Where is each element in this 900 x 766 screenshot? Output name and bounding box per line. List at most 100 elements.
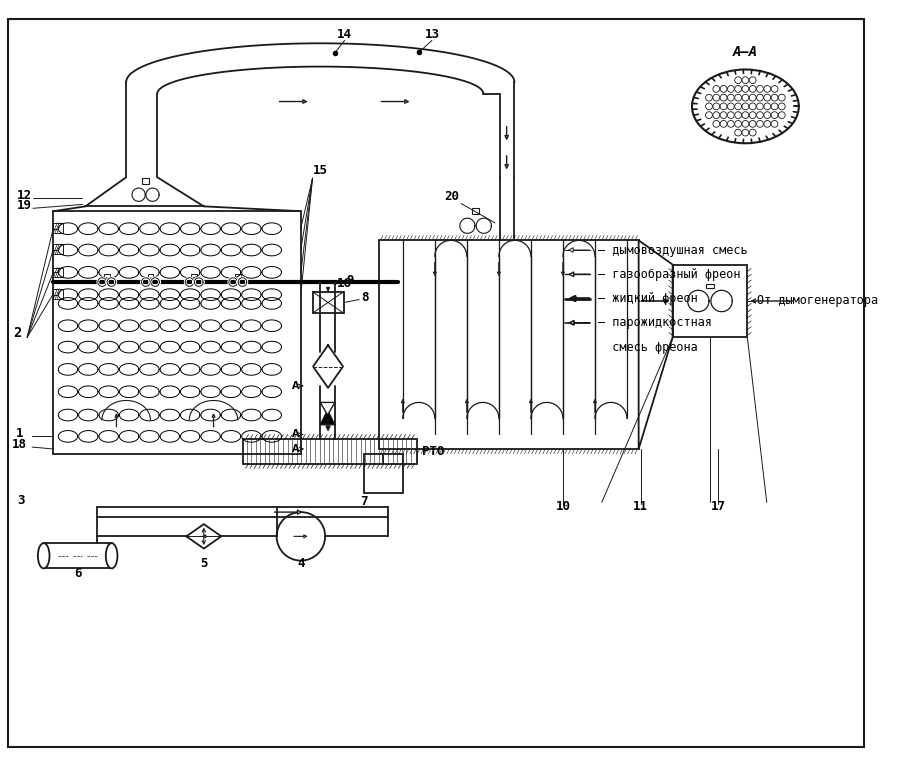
Text: — газообразный фреон: — газообразный фреон xyxy=(598,268,741,281)
Text: A–A: A–A xyxy=(733,45,758,59)
Bar xyxy=(53,223,63,233)
Text: 12: 12 xyxy=(16,188,32,201)
Bar xyxy=(243,439,418,463)
Circle shape xyxy=(778,94,785,101)
Text: 14: 14 xyxy=(338,28,352,41)
Circle shape xyxy=(750,129,756,136)
Text: — парожидкостная: — парожидкостная xyxy=(598,316,712,329)
Circle shape xyxy=(750,86,756,93)
Circle shape xyxy=(742,103,749,110)
Circle shape xyxy=(764,86,770,93)
Circle shape xyxy=(750,112,756,119)
Bar xyxy=(379,241,639,449)
Circle shape xyxy=(757,86,763,93)
Text: 20: 20 xyxy=(444,189,459,202)
Circle shape xyxy=(706,94,713,101)
Circle shape xyxy=(734,86,742,93)
Bar xyxy=(706,283,714,288)
Text: смесь фреона: смесь фреона xyxy=(598,341,698,354)
Text: 8: 8 xyxy=(361,290,369,303)
Circle shape xyxy=(750,103,756,110)
Circle shape xyxy=(706,103,713,110)
Circle shape xyxy=(742,129,749,136)
Bar xyxy=(235,274,240,278)
Text: 6: 6 xyxy=(74,567,81,580)
Circle shape xyxy=(778,103,785,110)
Circle shape xyxy=(713,94,720,101)
Bar xyxy=(44,543,112,568)
Text: 16: 16 xyxy=(337,277,352,290)
Circle shape xyxy=(764,120,770,127)
Circle shape xyxy=(757,94,763,101)
Circle shape xyxy=(764,103,770,110)
Circle shape xyxy=(713,120,720,127)
Circle shape xyxy=(720,120,727,127)
Circle shape xyxy=(742,77,749,83)
Circle shape xyxy=(734,103,742,110)
Bar xyxy=(312,292,344,313)
Circle shape xyxy=(727,103,734,110)
Text: 1: 1 xyxy=(15,427,23,440)
Circle shape xyxy=(734,77,742,83)
Circle shape xyxy=(276,512,325,561)
Circle shape xyxy=(771,94,778,101)
Circle shape xyxy=(720,112,727,119)
Circle shape xyxy=(727,94,734,101)
Bar xyxy=(148,274,153,278)
Circle shape xyxy=(757,112,763,119)
Circle shape xyxy=(734,94,742,101)
Bar xyxy=(191,274,197,278)
Circle shape xyxy=(720,86,727,93)
Text: — жидкий фреон: — жидкий фреон xyxy=(598,292,698,305)
Circle shape xyxy=(713,112,720,119)
Text: 2: 2 xyxy=(14,326,22,340)
Text: — дымовоздушная смесь: — дымовоздушная смесь xyxy=(598,244,748,257)
Text: A: A xyxy=(292,381,300,391)
Text: 15: 15 xyxy=(312,165,328,177)
Circle shape xyxy=(727,86,734,93)
Circle shape xyxy=(764,112,770,119)
Text: 7: 7 xyxy=(360,496,368,509)
Circle shape xyxy=(720,103,727,110)
Circle shape xyxy=(706,112,713,119)
Ellipse shape xyxy=(692,70,799,143)
Text: 13: 13 xyxy=(425,28,439,41)
Circle shape xyxy=(757,103,763,110)
Circle shape xyxy=(771,103,778,110)
Circle shape xyxy=(771,112,778,119)
Circle shape xyxy=(742,86,749,93)
Circle shape xyxy=(734,112,742,119)
Circle shape xyxy=(764,94,770,101)
Text: 18: 18 xyxy=(12,438,27,451)
Circle shape xyxy=(757,120,763,127)
Polygon shape xyxy=(320,402,335,415)
Circle shape xyxy=(727,120,734,127)
Bar xyxy=(141,178,149,184)
Circle shape xyxy=(734,120,742,127)
Polygon shape xyxy=(639,241,672,449)
Circle shape xyxy=(742,94,749,101)
Circle shape xyxy=(713,103,720,110)
Circle shape xyxy=(771,86,778,93)
Text: 11: 11 xyxy=(633,500,648,513)
Text: 19: 19 xyxy=(16,199,32,212)
Bar xyxy=(104,274,110,278)
Bar xyxy=(53,244,63,254)
Circle shape xyxy=(750,120,756,127)
Bar xyxy=(672,264,747,337)
Circle shape xyxy=(734,129,742,136)
Text: A: A xyxy=(292,444,300,454)
Ellipse shape xyxy=(38,543,50,568)
Text: От дымогенератора: От дымогенератора xyxy=(757,294,878,307)
Text: 10: 10 xyxy=(555,500,571,513)
Circle shape xyxy=(713,86,720,93)
Circle shape xyxy=(720,94,727,101)
Circle shape xyxy=(778,112,785,119)
Circle shape xyxy=(742,120,749,127)
Text: 17: 17 xyxy=(711,500,725,513)
Bar xyxy=(364,453,403,493)
Text: РТО: РТО xyxy=(422,445,445,458)
Text: 4: 4 xyxy=(297,558,304,571)
Bar xyxy=(53,267,63,277)
Text: 3: 3 xyxy=(17,494,25,507)
